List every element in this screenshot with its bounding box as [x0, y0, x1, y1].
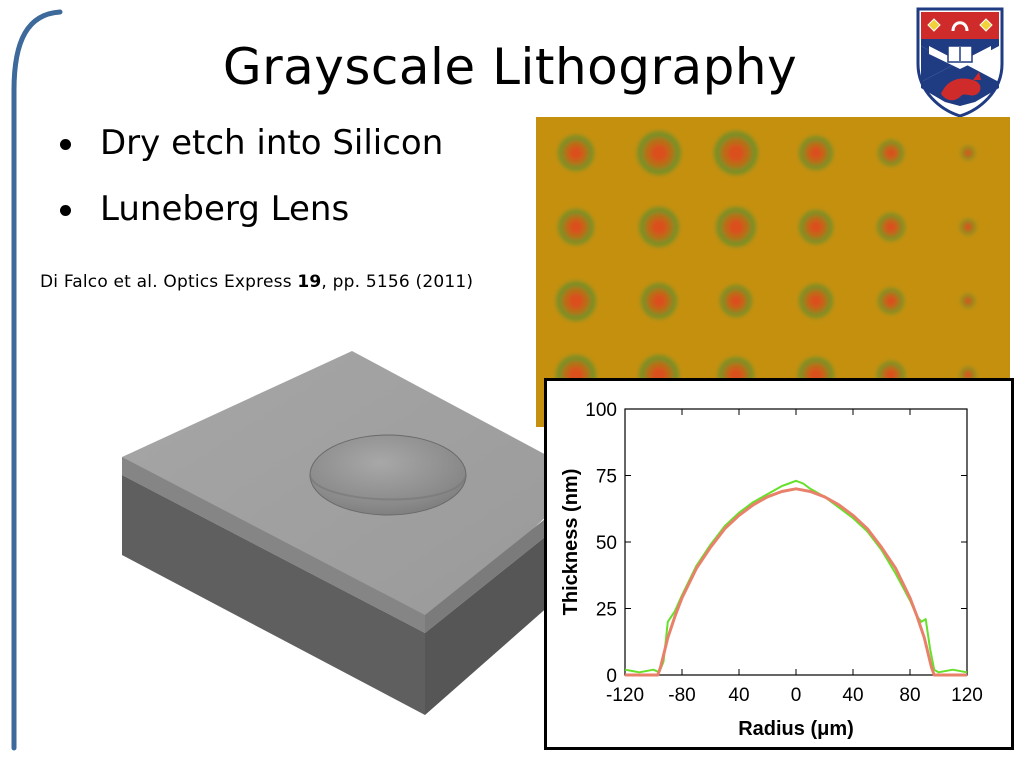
plot-area	[624, 408, 968, 676]
x-axis-label: Radius (μm)	[738, 718, 854, 740]
y-tick-label: 25	[596, 600, 617, 621]
micrograph-lens-spot	[720, 285, 752, 317]
bullet-text: Luneberg Lens	[100, 189, 350, 229]
chart-svg: -120 -80 40 0 40 80 120 0 25 50 75 100 Radius (μm) Th…	[560, 400, 983, 740]
y-axis-label: Thickness (nm)	[560, 469, 582, 616]
micrograph-lens-spot	[961, 294, 975, 308]
micrograph-lens-spot	[639, 207, 679, 247]
micrograph-background	[536, 117, 1010, 427]
micrograph-lens-spot	[556, 281, 596, 321]
bullet-list: Dry etch into Silicon Luneberg Lens	[58, 118, 443, 250]
lens-dome	[309, 434, 467, 516]
x-tick-label: -80	[668, 685, 695, 706]
citation-volume: 19	[297, 272, 322, 292]
micrograph-lens-spot	[799, 210, 833, 244]
slide-title: Grayscale Lithography	[222, 38, 798, 96]
bullet-item: Luneberg Lens	[58, 184, 443, 250]
x-tick-label: -120	[606, 685, 644, 706]
citation-authors: Di Falco et al. Optics Express	[40, 272, 298, 292]
micrograph-lens-spot	[637, 131, 681, 175]
x-tick-label: 120	[951, 685, 983, 706]
y-tick-label: 75	[596, 467, 617, 488]
lens-array-micrograph	[536, 117, 1010, 427]
citation-pages-year: , pp. 5156 (2011)	[321, 272, 474, 292]
substrate-lens-render	[122, 351, 550, 715]
micrograph-lens-spot	[716, 207, 756, 247]
left-accent-rule	[11, 9, 63, 751]
thickness-profile-chart: -120 -80 40 0 40 80 120 0 25 50 75 100 Radius (μm) Th…	[544, 378, 1014, 750]
x-tick-label: 0	[791, 685, 802, 706]
bullet-dot-icon	[60, 205, 71, 216]
y-tick-label: 50	[596, 533, 617, 554]
fit-curve-line	[625, 487, 967, 677]
citation: Di Falco et al. Optics Express 19, pp. 5…	[40, 272, 473, 292]
bullet-item: Dry etch into Silicon	[58, 118, 443, 184]
micrograph-lens-spot	[641, 283, 677, 319]
bullet-dot-icon	[60, 139, 71, 150]
y-tick-label: 0	[606, 666, 617, 687]
micrograph-lens-spot	[877, 213, 905, 241]
micrograph-lens-spot	[961, 146, 975, 160]
micrograph-lens-spot	[799, 136, 833, 170]
micrograph-lens-spot	[960, 219, 976, 235]
x-tick-label: 80	[899, 685, 920, 706]
micrograph-lens-spot	[558, 209, 594, 245]
measured-curve-line	[624, 479, 968, 674]
micrograph-lens-spot	[558, 135, 594, 171]
x-tick-label: 40	[842, 685, 863, 706]
x-tick-label: 40	[728, 685, 749, 706]
micrograph-lens-spot	[878, 288, 904, 314]
university-crest-logo	[916, 7, 1004, 118]
micrograph-lens-spot	[799, 284, 833, 318]
bullet-text: Dry etch into Silicon	[100, 123, 444, 163]
micrograph-lens-spot	[878, 140, 904, 166]
y-tick-label: 100	[585, 400, 617, 421]
micrograph-lens-spot	[714, 131, 758, 175]
